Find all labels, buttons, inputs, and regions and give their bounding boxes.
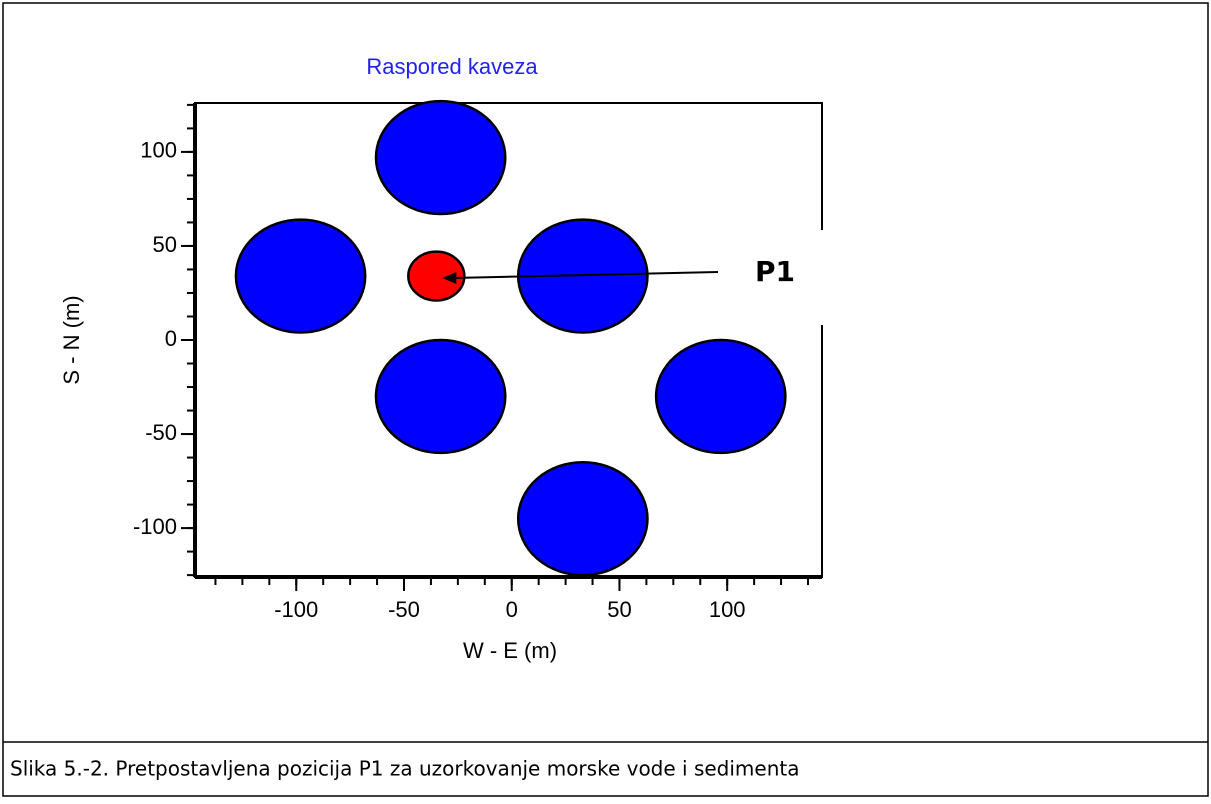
x-tick-label: 50: [607, 597, 631, 622]
y-tick-label: 0: [165, 326, 177, 351]
x-axis-label: W - E (m): [463, 638, 557, 663]
y-tick-label: -100: [133, 514, 177, 539]
label-backdrop: [740, 230, 840, 325]
cage: [516, 461, 649, 577]
y-tick-label: -50: [145, 420, 177, 445]
chart-title: Raspored kaveza: [366, 54, 538, 79]
arrow-head: [442, 272, 457, 285]
annotation: P1: [755, 255, 795, 288]
x-tick-label: -50: [388, 597, 420, 622]
x-tick-label: 0: [506, 597, 518, 622]
x-tick-label: 100: [709, 597, 746, 622]
cage: [407, 250, 466, 302]
cage: [654, 338, 787, 455]
y-tick-label: 50: [153, 232, 177, 257]
x-tick-label: -100: [274, 597, 318, 622]
cage: [234, 218, 367, 334]
cage: [374, 338, 507, 455]
caption: Slika 5.-2. Pretpostavljena pozicija P1 …: [10, 757, 799, 781]
cage: [374, 99, 507, 216]
y-axis-label: S - N (m): [59, 295, 84, 384]
y-tick-label: 100: [140, 138, 177, 163]
arrow-line: [452, 271, 719, 280]
